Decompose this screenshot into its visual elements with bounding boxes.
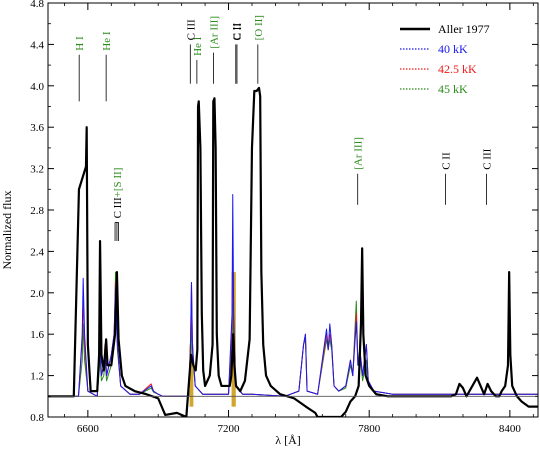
axes: 0.8 1.2 1.6 2.0 2.4 2.8 3.2 3.6 4.0 4.4 4.8 6600 720…	[30, 0, 539, 435]
line-id-label: C II	[231, 23, 243, 41]
line-id-label: C II	[232, 23, 244, 41]
y-tick-label: 2.0	[30, 288, 44, 300]
line-id-label: He I	[192, 36, 204, 56]
legend-label-1: 40 kK	[438, 42, 468, 56]
y-tick-label: 2.4	[30, 246, 44, 258]
line-id-label: [Ar III]	[353, 137, 365, 170]
line-id-label: He I	[101, 31, 113, 51]
legend-label-2: 42.5 kK	[438, 62, 477, 76]
line-id-label: C III	[481, 148, 493, 169]
line-id-label: C II	[440, 152, 452, 170]
line-id-label: H I	[74, 36, 86, 51]
line-id-label: [O II]	[253, 15, 265, 40]
y-tick-label: 1.6	[30, 329, 44, 341]
y-tick-label: 2.8	[30, 205, 44, 217]
line-id-label: C III	[185, 19, 197, 40]
y-tick-label: 4.8	[30, 0, 44, 10]
x-tick-label: 7800	[358, 423, 381, 435]
series-line-0	[48, 86, 538, 417]
y-tick-label: 1.2	[30, 371, 44, 383]
legend: Aller 1977 40 kK 42.5 kK 45 kK	[400, 22, 490, 96]
line-id-label: C III+[S II]	[112, 168, 124, 219]
y-tick-label: 4.0	[30, 81, 44, 93]
spectrum-series	[48, 86, 538, 417]
shaded-band-0	[189, 344, 194, 407]
line-id-label: [Ar III]	[209, 16, 221, 49]
y-axis-label: Normalized flux	[0, 191, 14, 270]
legend-label-0: Aller 1977	[438, 22, 490, 36]
line-id-label-part: C III	[112, 197, 124, 218]
y-tick-label: 3.2	[30, 164, 44, 176]
x-tick-label: 8400	[499, 423, 522, 435]
y-tick-label: 4.4	[30, 39, 44, 51]
line-id-label-part: +[S II]	[112, 168, 124, 198]
x-axis-label: λ [Å]	[275, 433, 300, 447]
x-tick-label: 6600	[77, 423, 100, 435]
y-tick-label: 0.8	[30, 412, 44, 424]
y-tick-label: 3.6	[30, 122, 44, 134]
legend-label-3: 45 kK	[438, 82, 468, 96]
x-tick-label: 7200	[218, 423, 241, 435]
